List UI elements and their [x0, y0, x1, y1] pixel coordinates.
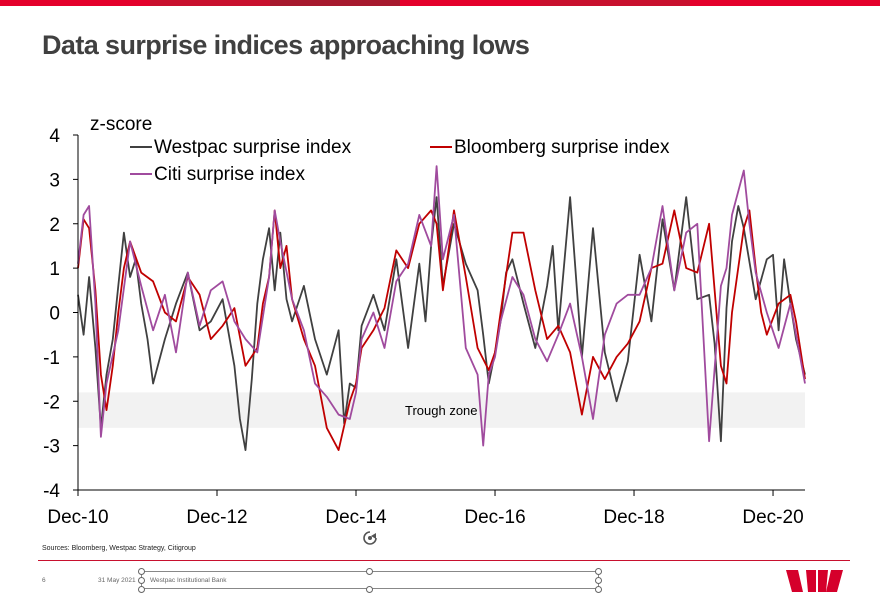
y-tick-label: -3	[43, 437, 60, 458]
footer-date: 31 May 2021	[98, 577, 136, 584]
x-tick-label: Dec-16	[464, 507, 525, 528]
resize-handle-mr[interactable]	[595, 577, 602, 584]
resize-handle-bm[interactable]	[366, 586, 373, 593]
top-accent-bar	[0, 0, 880, 6]
westpac-w-logo	[786, 570, 843, 592]
slide-title: Data surprise indices approaching lows	[42, 30, 530, 60]
page-number: 6	[42, 577, 46, 584]
x-tick-label: Dec-12	[186, 507, 247, 528]
series-line-2	[77, 165, 806, 447]
y-tick-label: -4	[43, 481, 60, 502]
x-tick-label: Dec-20	[742, 507, 803, 528]
series-layer	[77, 165, 806, 452]
axes-layer: 4 3 2 1 0 -1 -2 -3 -4 Dec-10 Dec-12 Dec-14 Dec-16 Dec…	[43, 126, 805, 528]
y-axis-label: z-score	[90, 114, 152, 135]
rotate-handle-icon[interactable]	[360, 528, 380, 548]
legend-label: Bloomberg surprise index	[454, 137, 670, 158]
legend: Westpac surprise index Bloomberg surprise…	[130, 137, 670, 185]
x-tick-label: Dec-14	[325, 507, 387, 528]
legend-label: Citi surprise index	[154, 164, 305, 185]
resize-handle-tr[interactable]	[595, 568, 602, 575]
y-tick-label: 2	[49, 215, 60, 236]
x-tick-label: Dec-10	[47, 507, 108, 528]
resize-handle-bl[interactable]	[138, 586, 145, 593]
legend-label: Westpac surprise index	[154, 137, 352, 158]
y-tick-label: 3	[49, 170, 60, 191]
y-tick-label: 1	[49, 259, 60, 280]
footer-entity: Westpac Institutional Bank	[150, 577, 227, 584]
resize-handle-tm[interactable]	[366, 568, 373, 575]
footer-rule	[38, 560, 850, 561]
trough-zone-band	[78, 392, 805, 428]
resize-handle-ml[interactable]	[138, 577, 145, 584]
resize-handle-tl[interactable]	[138, 568, 145, 575]
y-tick-label: 4	[49, 126, 60, 147]
y-tick-label: -2	[43, 392, 60, 413]
resize-handle-br[interactable]	[595, 586, 602, 593]
trough-zone-label: Trough zone	[405, 403, 478, 418]
y-tick-label: -1	[43, 348, 60, 369]
x-tick-label: Dec-18	[603, 507, 664, 528]
y-tick-label: 0	[49, 304, 60, 325]
source-note: Sources: Bloomberg, Westpac Strategy, Ci…	[42, 545, 196, 552]
